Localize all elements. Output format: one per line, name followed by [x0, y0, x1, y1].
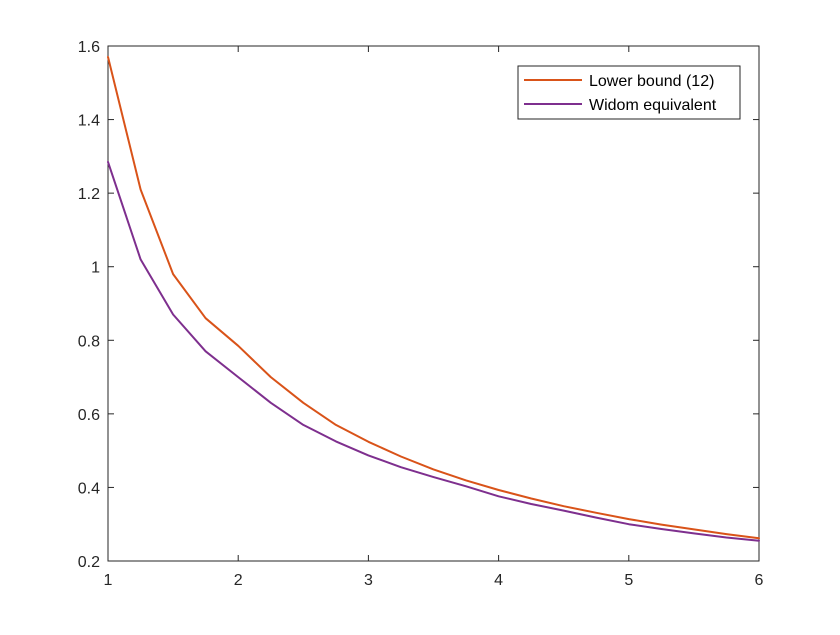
y-tick-label: 0.4 [78, 480, 100, 497]
legend-box [517, 65, 741, 120]
y-tick-label: 0.2 [78, 554, 100, 571]
legend-label-widom: Widom equivalent [589, 97, 717, 114]
x-tick-label: 6 [755, 572, 764, 589]
x-tick-label: 1 [104, 572, 113, 589]
y-tick-label: 0.6 [78, 407, 100, 424]
y-tick-label: 1 [91, 260, 100, 277]
series-line-0 [107, 56, 760, 540]
series-line-1 [107, 160, 760, 542]
y-tick-label: 1.4 [78, 113, 100, 130]
plot-area [107, 45, 760, 562]
ticks-layer: 1 2 3 4 5 6 0.2 0.4 0.6 0.8 1 1.2 1.4 1.6 [78, 39, 764, 589]
series-layer [107, 56, 760, 542]
legend: Lower bound (12) Widom equivalent [517, 65, 741, 120]
legend-label-lower-bound: Lower bound (12) [589, 73, 714, 90]
x-tick-label: 3 [364, 572, 373, 589]
x-tick-label: 2 [234, 572, 243, 589]
y-tick-label: 0.8 [78, 333, 100, 350]
y-tick-label: 1.2 [78, 186, 100, 203]
x-tick-label: 4 [494, 572, 503, 589]
x-tick-label: 5 [624, 572, 633, 589]
y-tick-label: 1.6 [78, 39, 100, 56]
